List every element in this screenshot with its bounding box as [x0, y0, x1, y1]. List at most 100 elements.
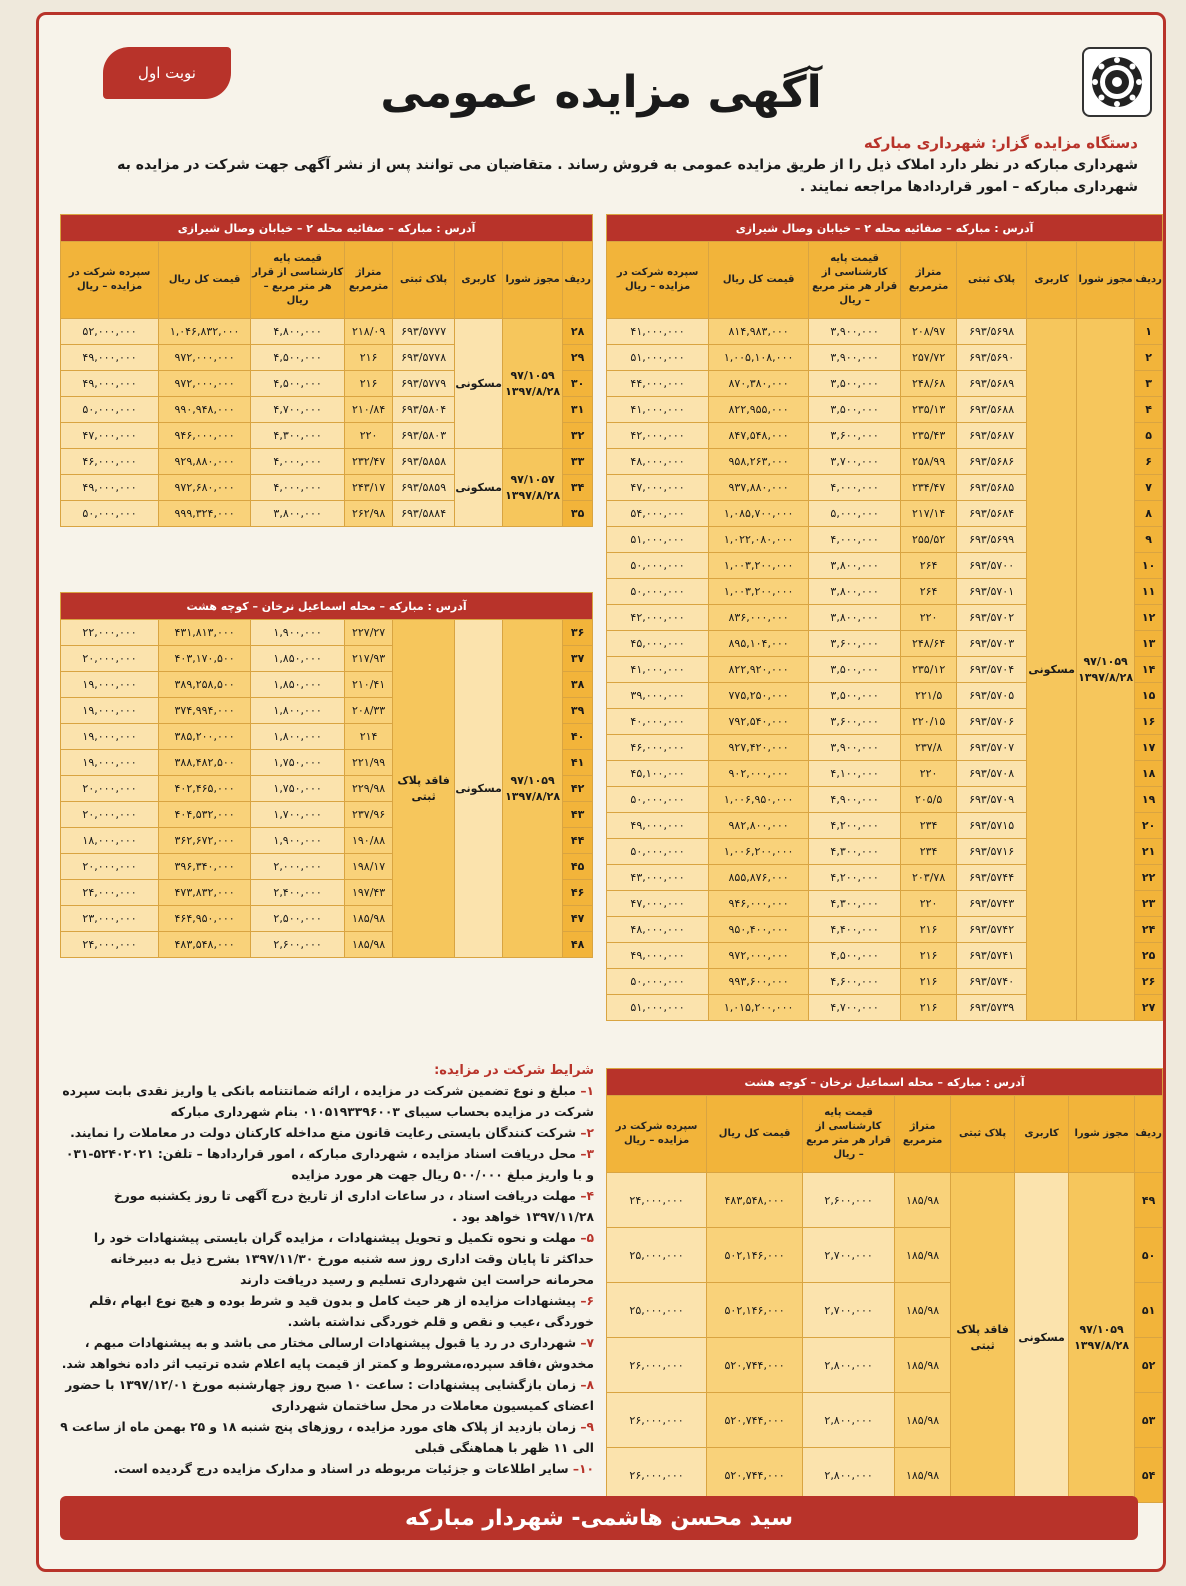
- table-row: ۲۹ ۶۹۳/۵۷۷۸ ۲۱۶ ۴,۵۰۰,۰۰۰ ۹۷۲,۰۰۰,۰۰۰ ۴۹,۰۰۰,…: [59, 344, 594, 371]
- table-b-address: آدرس : مبارکه – صفائیه محله ۲ – خیابان و…: [59, 214, 594, 242]
- deposit-cell: ۱۹,۰۰۰,۰۰۰: [59, 697, 160, 724]
- base-price-cell: ۲,۸۰۰,۰۰۰: [802, 1447, 896, 1503]
- plaque-cell: ۶۹۳/۵۷۰۸: [956, 760, 1028, 787]
- total-price-cell: ۱,۰۰۶,۲۰۰,۰۰۰: [708, 838, 810, 865]
- area-cell: ۲۳۴/۴۷: [900, 474, 958, 501]
- conditions-list: ۱– مبلغ و نوع تضمین شرکت در مزایده ، ارا…: [60, 1081, 594, 1480]
- table-a-address: آدرس : مبارکه – صفائیه محله ۲ – خیابان و…: [605, 214, 1164, 242]
- council-permit: ۹۷/۱۰۵۹ ۱۳۹۷/۸/۲۸: [1076, 318, 1136, 1021]
- row-number: ۴۶: [562, 879, 594, 906]
- table-row: ۴۴ ۱۹۰/۸۸ ۱,۹۰۰,۰۰۰ ۳۶۲,۶۷۲,۰۰۰ ۱۸,۰۰۰,۰۰۰: [59, 827, 594, 854]
- area-cell: ۱۸۵/۹۸: [894, 1447, 952, 1503]
- intro-block: دستگاه مزایده گزار: شهرداری مبارکه شهردا…: [60, 132, 1138, 198]
- plaque-cell: ۶۹۳/۵۸۵۹: [392, 474, 456, 501]
- plaque-cell: ۶۹۳/۵۷۱۶: [956, 838, 1028, 865]
- page-title: آگهی مزایده عمومی: [380, 67, 822, 118]
- total-price-cell: ۹۷۲,۰۰۰,۰۰۰: [708, 942, 810, 969]
- condition-dash: –: [576, 1231, 587, 1245]
- table-row: ۱۳ ۶۹۳/۵۷۰۳ ۲۴۸/۶۴ ۳,۶۰۰,۰۰۰ ۸۹۵,۱۰۴,۰۰۰ ۴۵,۰…: [605, 630, 1164, 657]
- table-row: ۴۸ ۱۸۵/۹۸ ۲,۶۰۰,۰۰۰ ۴۸۳,۵۴۸,۰۰۰ ۲۴,۰۰۰,۰۰۰: [59, 931, 594, 958]
- total-price-cell: ۹۷۲,۶۸۰,۰۰۰: [158, 474, 252, 501]
- plaque-cell: ۶۹۳/۵۷۳۹: [956, 994, 1028, 1021]
- total-price-cell: ۵۲۰,۷۴۴,۰۰۰: [706, 1337, 804, 1393]
- condition-number: ۸: [586, 1378, 594, 1392]
- row-number: ۴۳: [562, 801, 594, 828]
- base-price-cell: ۳,۸۰۰,۰۰۰: [808, 604, 902, 631]
- row-number: ۵۰: [1134, 1227, 1164, 1283]
- plaque-cell: ۶۹۳/۵۷۰۵: [956, 682, 1028, 709]
- deposit-cell: ۲۵,۰۰۰,۰۰۰: [605, 1282, 708, 1338]
- total-price-cell: ۴۸۳,۵۴۸,۰۰۰: [158, 931, 252, 958]
- plaque-cell: ۶۹۳/۵۷۰۰: [956, 552, 1028, 579]
- row-number: ۲۸: [562, 318, 594, 345]
- area-cell: ۱۸۵/۹۸: [894, 1392, 952, 1448]
- area-cell: ۲۶۴: [900, 578, 958, 605]
- row-number: ۲۵: [1134, 942, 1164, 969]
- total-price-cell: ۳۸۸,۴۸۲,۵۰۰: [158, 749, 252, 776]
- condition-text: محل دریافت اسناد مزایده ، شهرداری مبارکه…: [65, 1147, 594, 1182]
- area-cell: ۲۱۶: [900, 994, 958, 1021]
- plaque-cell: ۶۹۳/۵۷۴۱: [956, 942, 1028, 969]
- area-cell: ۱۹۸/۱۷: [344, 853, 394, 880]
- deposit-cell: ۲۰,۰۰۰,۰۰۰: [59, 645, 160, 672]
- base-price-cell: ۲,۴۰۰,۰۰۰: [250, 879, 346, 906]
- plaque-cell: ۶۹۳/۵۷۷۷: [392, 318, 456, 345]
- area-cell: ۲۰۸/۹۷: [900, 318, 958, 345]
- area-cell: ۲۴۸/۶۸: [900, 370, 958, 397]
- total-price-cell: ۹۹۳,۶۰۰,۰۰۰: [708, 968, 810, 995]
- row-number: ۲: [1134, 344, 1164, 371]
- area-cell: ۱۸۵/۹۸: [344, 905, 394, 932]
- conditions-heading: شرایط شرکت در مزایده:: [434, 1063, 594, 1078]
- col-base-price: قیمت پایه کارشناسی از قرار هر متر مربع –…: [250, 241, 346, 319]
- table-row: ۵۲ ۱۸۵/۹۸ ۲,۸۰۰,۰۰۰ ۵۲۰,۷۴۴,۰۰۰ ۲۶,۰۰۰,۰۰۰: [605, 1337, 1164, 1393]
- row-number: ۱۷: [1134, 734, 1164, 761]
- area-cell: ۲۱۶: [900, 942, 958, 969]
- row-number: ۴۴: [562, 827, 594, 854]
- total-price-cell: ۱,۰۴۶,۸۳۲,۰۰۰: [158, 318, 252, 345]
- base-price-cell: ۳,۵۰۰,۰۰۰: [808, 370, 902, 397]
- deposit-cell: ۴۰,۰۰۰,۰۰۰: [605, 708, 710, 735]
- deposit-cell: ۴۶,۰۰۰,۰۰۰: [605, 734, 710, 761]
- deposit-cell: ۴۹,۰۰۰,۰۰۰: [59, 370, 160, 397]
- row-number: ۱۰: [1134, 552, 1164, 579]
- condition-number: ۶: [586, 1294, 594, 1308]
- total-price-cell: ۵۲۰,۷۴۴,۰۰۰: [706, 1447, 804, 1503]
- deposit-cell: ۴۷,۰۰۰,۰۰۰: [605, 890, 710, 917]
- area-cell: ۱۸۵/۹۸: [894, 1337, 952, 1393]
- base-price-cell: ۳,۵۰۰,۰۰۰: [808, 682, 902, 709]
- table-row: ۵۴ ۱۸۵/۹۸ ۲,۸۰۰,۰۰۰ ۵۲۰,۷۴۴,۰۰۰ ۲۶,۰۰۰,۰۰۰: [605, 1447, 1164, 1503]
- condition-dash: –: [576, 1084, 587, 1098]
- condition-item: ۹– زمان بازدید از پلاک های مورد مزایده ،…: [60, 1417, 594, 1459]
- area-cell: ۲۲۱/۵: [900, 682, 958, 709]
- total-price-cell: ۹۹۹,۳۲۴,۰۰۰: [158, 500, 252, 527]
- area-cell: ۲۳۴: [900, 838, 958, 865]
- row-number: ۳۴: [562, 474, 594, 501]
- total-price-cell: ۹۰۲,۰۰۰,۰۰۰: [708, 760, 810, 787]
- base-price-cell: ۱,۷۵۰,۰۰۰: [250, 775, 346, 802]
- table-row: ۴۶ ۱۹۷/۴۳ ۲,۴۰۰,۰۰۰ ۴۷۳,۸۳۲,۰۰۰ ۲۴,۰۰۰,۰۰۰: [59, 879, 594, 906]
- total-price-cell: ۸۱۴,۹۸۳,۰۰۰: [708, 318, 810, 345]
- base-price-cell: ۵,۰۰۰,۰۰۰: [808, 500, 902, 527]
- row-number: ۱۱: [1134, 578, 1164, 605]
- total-price-cell: ۹۵۰,۴۰۰,۰۰۰: [708, 916, 810, 943]
- condition-item: ۲– شرکت کنندگان بایستی رعایت قانون منع م…: [60, 1123, 594, 1144]
- deposit-cell: ۴۲,۰۰۰,۰۰۰: [605, 604, 710, 631]
- plaque-cell: ۶۹۳/۵۶۹۹: [956, 526, 1028, 553]
- area-cell: ۲۶۲/۹۸: [344, 500, 394, 527]
- base-price-cell: ۴,۲۰۰,۰۰۰: [808, 864, 902, 891]
- area-cell: ۲۱۶: [900, 916, 958, 943]
- table-row: ۴ ۶۹۳/۵۶۸۸ ۲۳۵/۱۳ ۳,۵۰۰,۰۰۰ ۸۲۲,۹۵۵,۰۰۰ ۴۱,۰۰…: [605, 396, 1164, 423]
- total-price-cell: ۱,۰۰۶,۹۵۰,۰۰۰: [708, 786, 810, 813]
- row-number: ۳۳: [562, 448, 594, 475]
- row-number: ۵۱: [1134, 1282, 1164, 1338]
- table-row: ۵ ۶۹۳/۵۶۸۷ ۲۳۵/۴۳ ۳,۶۰۰,۰۰۰ ۸۴۷,۵۴۸,۰۰۰ ۴۲,۰۰…: [605, 422, 1164, 449]
- row-number: ۴۱: [562, 749, 594, 776]
- plaque-cell: ۶۹۳/۵۶۸۵: [956, 474, 1028, 501]
- condition-number: ۳: [586, 1147, 594, 1161]
- row-number: ۵: [1134, 422, 1164, 449]
- table-row: ۱۷ ۶۹۳/۵۷۰۷ ۲۳۷/۸ ۳,۹۰۰,۰۰۰ ۹۲۷,۴۲۰,۰۰۰ ۴۶,۰۰…: [605, 734, 1164, 761]
- total-price-cell: ۸۲۲,۹۵۵,۰۰۰: [708, 396, 810, 423]
- deposit-cell: ۴۱,۰۰۰,۰۰۰: [605, 396, 710, 423]
- row-number: ۲۹: [562, 344, 594, 371]
- deposit-cell: ۴۵,۱۰۰,۰۰۰: [605, 760, 710, 787]
